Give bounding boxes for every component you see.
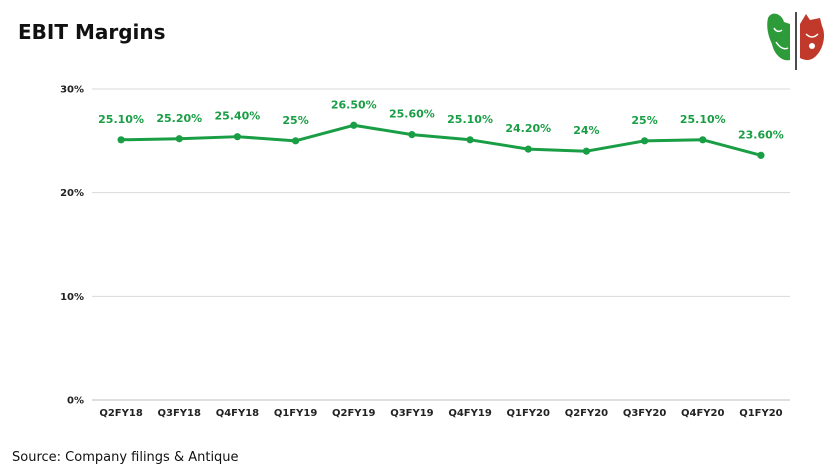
data-point xyxy=(582,147,591,155)
x-tick-label: Q1FY20 xyxy=(739,408,782,419)
x-tick-label: Q1FY20 xyxy=(507,408,550,419)
y-tick-label: 0% xyxy=(67,396,84,407)
data-label: 26.50% xyxy=(331,98,377,111)
x-tick-label: Q2FY20 xyxy=(565,408,608,419)
x-tick-label: Q4FY18 xyxy=(216,408,259,419)
data-point xyxy=(640,137,649,145)
bull-bear-logo-icon xyxy=(767,12,824,70)
x-tick-label: Q3FY20 xyxy=(623,408,666,419)
data-label: 25.40% xyxy=(215,110,261,123)
data-point xyxy=(699,136,707,144)
data-label: 25.20% xyxy=(156,112,202,125)
data-label: 25% xyxy=(631,114,657,127)
series-line xyxy=(119,123,763,157)
data-point xyxy=(350,121,358,129)
data-label: 25% xyxy=(282,114,308,127)
chart-title: EBIT Margins xyxy=(18,20,166,44)
x-tick-label: Q4FY20 xyxy=(681,408,724,419)
x-tick-label: Q2FY18 xyxy=(99,408,142,419)
x-tick-label: Q4FY19 xyxy=(448,408,491,419)
data-label: 24.20% xyxy=(505,122,551,135)
x-tick-label: Q2FY19 xyxy=(332,408,375,419)
data-point xyxy=(291,137,300,145)
y-tick-label: 10% xyxy=(60,292,84,303)
data-label: 25.10% xyxy=(680,113,726,126)
x-tick-label: Q1FY19 xyxy=(274,408,317,419)
data-point xyxy=(117,136,125,144)
data-label: 23.60% xyxy=(738,128,784,141)
x-tick-label: Q3FY18 xyxy=(158,408,201,419)
data-point xyxy=(233,133,242,141)
data-point xyxy=(466,136,474,144)
data-label: 25.10% xyxy=(447,113,493,126)
data-label: 25.60% xyxy=(389,108,435,121)
data-point xyxy=(408,131,416,139)
y-tick-label: 30% xyxy=(60,85,84,96)
data-label: 25.10% xyxy=(98,113,144,126)
y-tick-label: 20% xyxy=(60,188,84,199)
source-note: Source: Company filings & Antique xyxy=(12,450,239,465)
data-point xyxy=(757,151,765,159)
data-point xyxy=(175,135,183,143)
x-tick-label: Q3FY19 xyxy=(390,408,433,419)
data-label: 24% xyxy=(573,124,599,137)
data-point xyxy=(524,145,532,153)
